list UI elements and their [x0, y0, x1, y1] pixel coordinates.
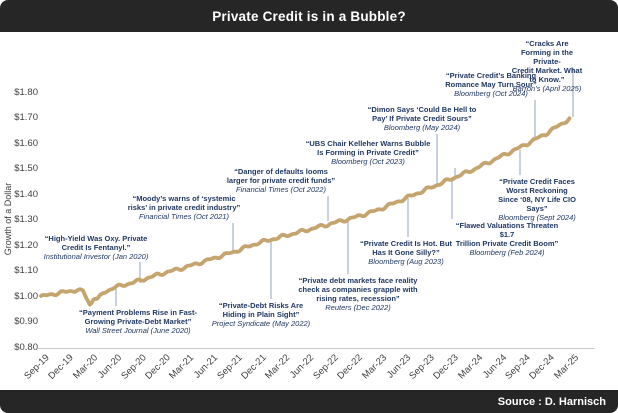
annotation-headline: “UBS Chair Kelleher Warns Bubble Is Form…: [305, 139, 431, 157]
y-tick-label: $1.00: [14, 290, 38, 302]
annotation-source: Bloomberg (May 2024): [383, 123, 461, 132]
y-tick-label: $1.30: [14, 214, 38, 226]
annotation-source: Bloomberg (Sept 2024): [498, 213, 576, 222]
annotation-headline: “High-Yield Was Oxy. Private Credit Is F…: [44, 234, 148, 252]
annotation-source: Project Syndicate (May 2022): [211, 319, 311, 328]
annotation-source: Financial Times (Oct 2021): [139, 212, 229, 221]
annotation-source: Barron’s (April 2025): [512, 84, 582, 93]
annotation-source: Bloomberg (Aug 2023): [368, 257, 444, 266]
annotation-source: Reuters (Dec 2022): [325, 303, 391, 312]
y-tick-label: $1.50: [14, 163, 38, 175]
annotation: “Private-Debt Risks Are Hiding in Plain …: [212, 301, 310, 328]
growth-line: [39, 116, 572, 307]
annotation-source: Financial Times (Oct 2022): [236, 185, 326, 194]
annotation: “Private debt markets face reality check…: [298, 276, 417, 312]
annotation: “Cracks Are Forming in the Private- Cred…: [512, 39, 583, 93]
annotation: “High-Yield Was Oxy. Private Credit Is F…: [44, 234, 149, 261]
annotation-headline: “Payment Problems Rise in Fast- Growing …: [79, 308, 197, 326]
annotation-source: Wall Street Journal (June 2020): [85, 326, 191, 335]
y-tick-label: $0.90: [14, 316, 38, 328]
y-tick-label: $1.10: [14, 265, 38, 277]
source-label: Source : D. Harnisch: [497, 395, 606, 408]
annotation: “Private Credit Is Hot. But Has It Gone …: [360, 239, 452, 266]
annotation: “UBS Chair Kelleher Warns Bubble Is Form…: [306, 139, 431, 166]
annotation: “Payment Problems Rise in Fast- Growing …: [79, 308, 197, 335]
annotation: “Danger of defaults looms larger for pri…: [227, 167, 335, 194]
chart-title: Private Credit is in a Bubble?: [212, 8, 406, 24]
annotation-source: Bloomberg (Feb 2024): [469, 248, 545, 257]
y-tick-label: $1.20: [14, 239, 38, 251]
y-tick-label: $1.80: [14, 87, 38, 98]
y-tick-label: $0.80: [14, 341, 38, 353]
annotation-source: Institutional Investor (Jan 2020): [43, 252, 149, 261]
annotation-headline: “Private debt markets face reality check…: [298, 276, 418, 303]
x-axis-line: [38, 348, 595, 349]
annotation: “Private Credit Faces Worst Reckoning Si…: [497, 177, 578, 222]
annotation-headline: “Private Credit’s Banking Romance May Tu…: [445, 71, 537, 89]
annotation: “Moody’s warns of ‘systemic risks’ in pr…: [128, 194, 241, 221]
annotation-source: Bloomberg (Oct 2023): [331, 157, 405, 166]
annotation-source: Bloomberg (Oct 2024): [454, 89, 528, 98]
annotation-headline: “Private Credit Is Hot. But Has It Gone …: [359, 239, 453, 257]
y-tick-label: $1.60: [14, 137, 38, 149]
annotation: “Flawed Valuations Threaten $1.7 Trillio…: [452, 221, 563, 257]
annotation-headline: “Moody’s warns of ‘systemic risks’ in pr…: [127, 194, 241, 212]
annotation-headline: “Flawed Valuations Threaten $1.7 Trillio…: [455, 221, 559, 248]
y-tick-label: $1.70: [14, 112, 38, 124]
annotation-headline: “Dimon Says ‘Could Be Hell to Pay’ If Pr…: [367, 105, 477, 123]
annotation-headline: “Danger of defaults looms larger for pri…: [226, 167, 336, 185]
annotation-headline: “Cracks Are Forming in the Private- Cred…: [511, 39, 583, 84]
chart-title-bar: Private Credit is in a Bubble?: [0, 0, 618, 32]
annotation-headline: “Private-Debt Risks Are Hiding in Plain …: [218, 301, 304, 319]
annotation: “Dimon Says ‘Could Be Hell to Pay’ If Pr…: [368, 105, 477, 132]
annotation-headline: “Private Credit Faces Worst Reckoning Si…: [498, 177, 576, 213]
y-tick-label: $1.40: [14, 188, 38, 200]
source-bar: Source : D. Harnisch: [0, 390, 618, 413]
annotation: “Private Credit’s Banking Romance May Tu…: [445, 71, 537, 98]
